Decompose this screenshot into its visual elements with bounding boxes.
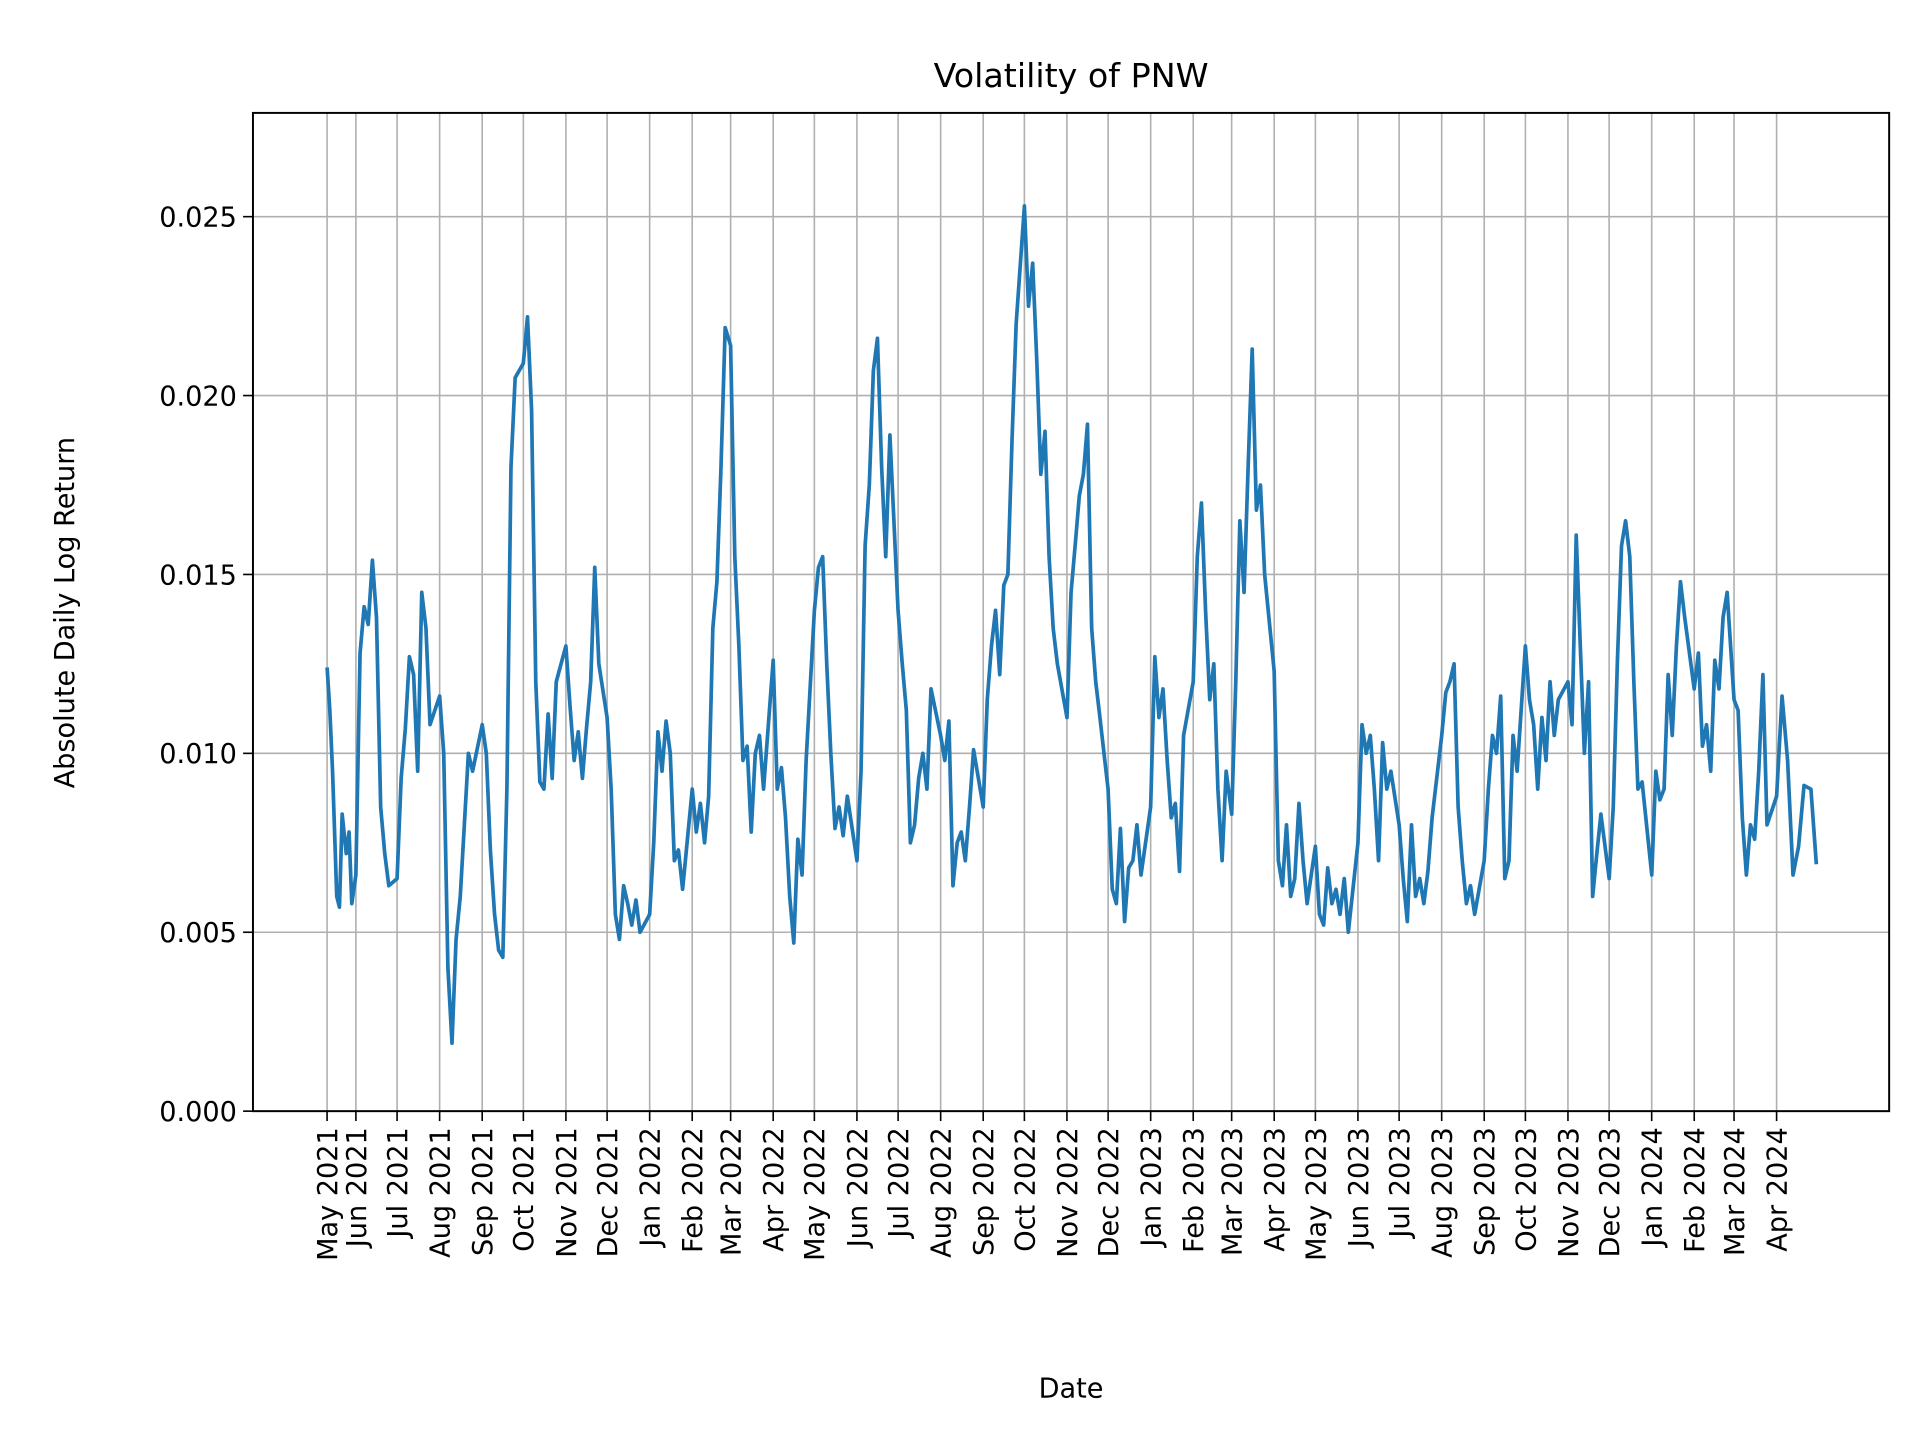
x-tick-label: Nov 2023 <box>1554 1127 1585 1258</box>
x-tick-label: Feb 2023 <box>1179 1127 1210 1253</box>
x-tick-label: Oct 2022 <box>1010 1127 1041 1252</box>
x-tick-label: Aug 2023 <box>1428 1127 1459 1258</box>
y-axis-label: Absolute Daily Log Return <box>50 437 81 789</box>
x-tick-label: Mar 2022 <box>717 1127 748 1256</box>
y-tick-label: 0.005 <box>159 918 237 949</box>
x-tick-label: Jan 2023 <box>1137 1127 1168 1248</box>
x-tick-label: May 2021 <box>313 1127 344 1261</box>
x-tick-label: Dec 2023 <box>1595 1127 1626 1257</box>
x-tick-label: Feb 2022 <box>678 1127 709 1253</box>
x-tick-label: Dec 2021 <box>593 1127 624 1257</box>
x-tick-label: Jun 2023 <box>1344 1127 1375 1249</box>
grid <box>252 112 1890 1112</box>
x-tick-label: Sep 2021 <box>468 1127 499 1256</box>
x-tick-label: Jul 2021 <box>383 1127 414 1239</box>
x-tick-label: Feb 2024 <box>1680 1127 1711 1253</box>
x-tick-label: Jan 2022 <box>636 1127 667 1248</box>
x-tick-label: Oct 2021 <box>509 1127 540 1252</box>
x-tick-label: May 2022 <box>800 1127 831 1261</box>
x-tick-label: Apr 2024 <box>1762 1127 1793 1252</box>
x-tick-label: Aug 2022 <box>927 1127 958 1258</box>
plot-frame <box>251 111 1891 1113</box>
x-tick-label: Mar 2023 <box>1218 1127 1249 1256</box>
x-tick-label: Apr 2023 <box>1260 1127 1291 1252</box>
x-tick-label: Apr 2022 <box>759 1127 790 1252</box>
x-tick-label: Jun 2022 <box>843 1127 874 1249</box>
x-tick-label: Sep 2022 <box>969 1127 1000 1256</box>
x-tick-label: Mar 2024 <box>1720 1127 1751 1256</box>
y-tick-label: 0.000 <box>159 1097 237 1128</box>
x-tick-label: May 2023 <box>1301 1127 1332 1261</box>
x-tick-label: Jul 2023 <box>1385 1127 1416 1239</box>
y-tick-label: 0.020 <box>159 381 237 412</box>
series-line <box>325 204 1819 1046</box>
x-tick-label: Sep 2023 <box>1470 1127 1501 1256</box>
x-tick-label: Jun 2021 <box>342 1127 373 1249</box>
x-tick-label: Jan 2024 <box>1638 1127 1669 1248</box>
x-tick-label: Nov 2022 <box>1053 1127 1084 1258</box>
x-tick-label: Nov 2021 <box>552 1127 583 1258</box>
x-axis-label: Date <box>1039 1373 1104 1404</box>
x-tick-label: Oct 2023 <box>1511 1127 1542 1252</box>
x-tick-label: Dec 2022 <box>1094 1127 1125 1257</box>
y-tick-label: 0.010 <box>159 739 237 770</box>
y-tick-label: 0.015 <box>159 560 237 591</box>
x-tick-label: Jul 2022 <box>884 1127 915 1239</box>
x-tick-label: Aug 2021 <box>426 1127 457 1258</box>
y-axis: 0.000 0.005 0.010 0.015 0.020 0.025 <box>159 203 253 1128</box>
chart-title: Volatility of PNW <box>934 56 1209 95</box>
y-tick-label: 0.025 <box>159 203 237 234</box>
